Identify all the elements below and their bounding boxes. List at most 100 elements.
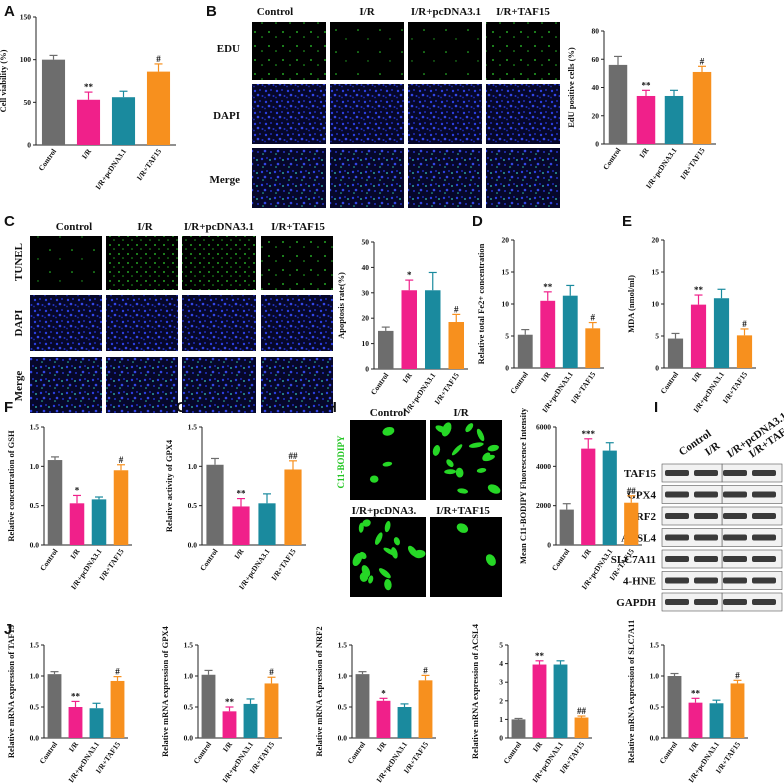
wb-protein-label: SLC7A11	[611, 554, 656, 566]
x-tick-label: I/R	[375, 740, 389, 754]
c-tunel-pcdna	[182, 236, 256, 290]
y-tick-label: 5	[655, 332, 659, 341]
c-row-tunel: TUNEL	[13, 243, 25, 281]
bar-1	[68, 707, 83, 738]
x-tick-label: Control	[550, 547, 572, 573]
blot-band	[694, 577, 718, 584]
y-tick-label: 20	[362, 314, 370, 323]
blot-band	[694, 556, 718, 562]
y-axis-title: Relative mRNA expression of NRF2	[314, 626, 324, 756]
y-tick-label: 3	[499, 678, 503, 687]
bar-0	[511, 719, 526, 738]
cell-glyph	[476, 428, 485, 442]
y-tick-label: 15	[502, 268, 510, 277]
significance-mark: **	[71, 691, 81, 701]
panel-label-e: E	[622, 213, 632, 230]
y-tick-label: 60	[592, 55, 600, 64]
blot-band	[752, 491, 776, 498]
b-dapi-control	[252, 84, 326, 144]
y-tick-label: 1.5	[30, 423, 40, 432]
c-dapi-control	[30, 295, 102, 351]
blot-band	[752, 577, 776, 584]
y-tick-label: 0	[655, 364, 659, 373]
bar-2	[424, 290, 441, 369]
cell-glyph	[393, 537, 401, 546]
y-axis-title: Relative mRNA expression of GPX4	[160, 625, 170, 756]
h-col-pcdna: I/R+pcDNA3.	[352, 505, 417, 517]
y-tick-label: 0.5	[188, 501, 198, 510]
bar-0	[667, 338, 684, 368]
bar-3	[448, 322, 465, 369]
bar-3	[574, 717, 589, 738]
blot-band	[665, 491, 689, 498]
c-dapi-pcdna	[182, 295, 256, 351]
significance-mark: **	[84, 82, 94, 92]
y-tick-label: 15	[652, 268, 660, 277]
b-col-taf15: I/R+TAF15	[496, 6, 550, 18]
bar-0	[206, 464, 224, 545]
y-tick-label: 1.0	[30, 672, 40, 681]
bar-2	[111, 97, 136, 145]
significance-mark: #	[156, 54, 161, 64]
blot-band	[665, 556, 689, 562]
blot-band	[752, 470, 776, 476]
y-tick-label: 4000	[536, 462, 551, 471]
cell-glyph	[465, 423, 474, 433]
x-tick-label: I/R	[68, 547, 82, 561]
bar-3	[624, 502, 639, 545]
significance-mark: **	[691, 688, 701, 698]
significance-mark: #	[735, 670, 740, 680]
x-tick-label: Control	[657, 740, 679, 766]
blot-band	[723, 491, 747, 498]
chart-j2: 0.0 0.5 1.0 1.5 Relative mRNA expression of …	[160, 625, 282, 784]
significance-mark: **	[543, 282, 553, 292]
bar-3	[110, 680, 125, 738]
significance-mark: **	[535, 651, 545, 661]
b-merge-taf15	[486, 148, 560, 208]
y-tick-label: 0	[27, 141, 31, 150]
x-tick-label: Control	[345, 740, 367, 766]
cell-glyph	[444, 469, 457, 475]
significance-mark: ##	[577, 706, 587, 716]
blot-band	[723, 556, 747, 562]
blot-band	[665, 577, 689, 584]
x-tick-label: Control	[38, 547, 60, 573]
b-edu-pcdna	[408, 22, 482, 80]
bar-3	[736, 335, 753, 368]
x-tick-label: Control	[191, 740, 213, 766]
significance-mark: #	[119, 455, 124, 465]
h-col-taf15: I/R+TAF15	[436, 505, 490, 517]
cell-glyph	[482, 452, 491, 461]
b-merge-control	[252, 148, 326, 208]
bar-2	[664, 95, 684, 144]
cell-glyph	[451, 444, 463, 456]
c-tunel-taf15	[261, 236, 333, 290]
bar-2	[243, 703, 258, 738]
x-tick-label: Control	[369, 371, 391, 397]
x-tick-label: I/R+TAF15	[135, 147, 164, 182]
y-tick-label: 0.5	[184, 703, 194, 712]
y-tick-label: 20	[592, 111, 600, 120]
x-tick-label: I/R	[539, 370, 553, 384]
b-row-dapi: DAPI	[213, 110, 240, 122]
y-tick-label: 20	[502, 236, 510, 245]
y-tick-label: 10	[362, 339, 370, 348]
blot-band	[665, 470, 689, 476]
c-merge-pcdna	[182, 357, 256, 413]
panel-label-d: D	[472, 213, 483, 230]
x-tick-label: I/R+pcDNA3.1	[93, 147, 128, 192]
y-tick-label: 0	[499, 734, 503, 743]
blot-band	[694, 599, 718, 605]
panel-label-f: F	[4, 399, 13, 416]
cell-glyph	[382, 461, 393, 467]
significance-mark: #	[454, 304, 459, 314]
blot-band	[694, 491, 718, 498]
cell-glyph	[487, 484, 501, 494]
c-col-taf15: I/R+TAF15	[271, 221, 325, 233]
bar-3	[113, 470, 129, 545]
y-tick-label: 1.0	[184, 672, 194, 681]
bar-1	[690, 304, 707, 368]
y-axis-title: Relative mRNA expression of ACSL4	[470, 623, 480, 759]
b-col-ir: I/R	[359, 6, 375, 18]
panel-label-i: I	[654, 399, 658, 416]
